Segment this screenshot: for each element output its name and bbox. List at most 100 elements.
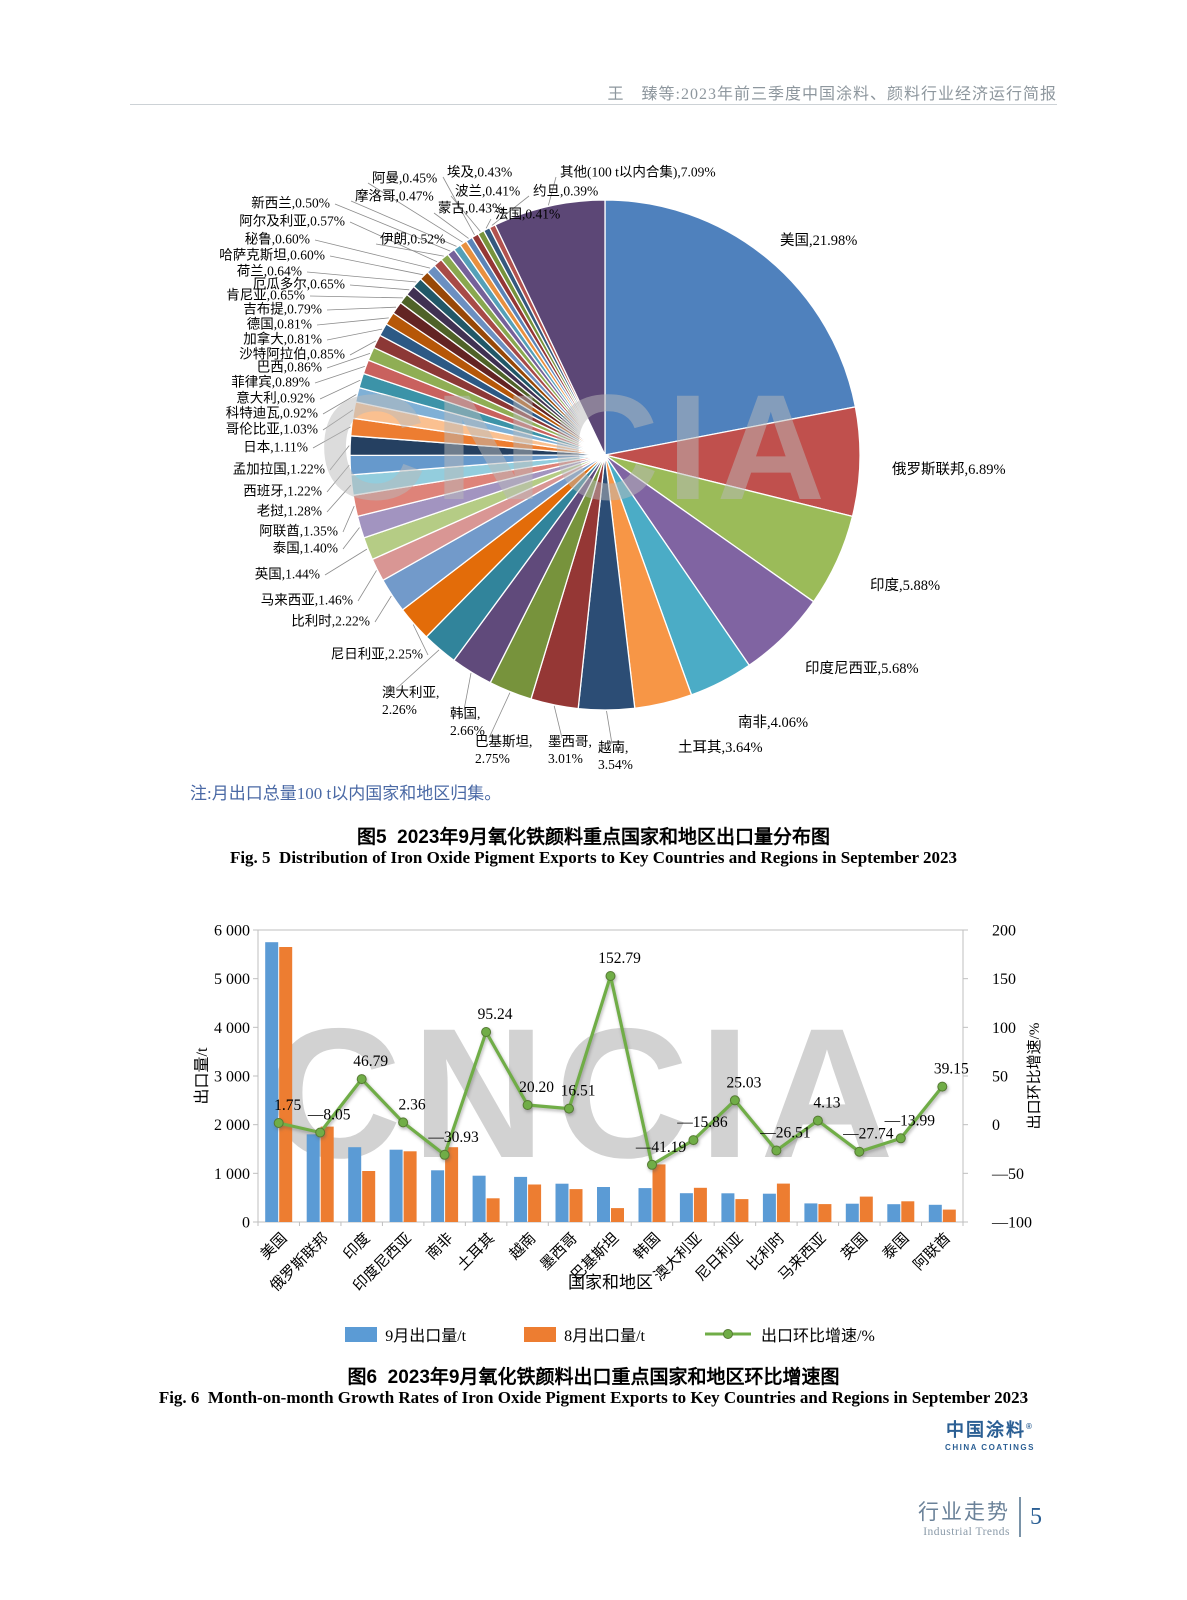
left-axis-tick-label: 0 xyxy=(242,1215,250,1232)
figure6-caption-zh: 图6 2023年9月氧化铁颜料出口重点国家和地区环比增速图 xyxy=(347,1367,840,1388)
growth-marker xyxy=(356,1074,367,1085)
category-label: 英国 xyxy=(837,1229,871,1263)
bar-august xyxy=(901,1201,915,1222)
pie-label: 阿曼,0.45% xyxy=(372,170,438,186)
pie-label: 越南, 3.54% xyxy=(598,740,633,772)
growth-marker xyxy=(647,1159,657,1170)
right-axis-tick-label: 150 xyxy=(992,971,1016,988)
category-label: 南非 xyxy=(423,1230,456,1263)
bar-september xyxy=(721,1193,735,1222)
bar-september xyxy=(928,1204,942,1222)
bar-september xyxy=(845,1203,859,1222)
pie-leader-line xyxy=(433,212,469,239)
category-label: 美国 xyxy=(257,1230,290,1263)
category-label: 越南 xyxy=(506,1230,539,1263)
growth-value-label: 152.79 xyxy=(598,950,641,967)
pie-label: 南非,4.06% xyxy=(738,714,809,731)
growth-value-label: 1.75 xyxy=(274,1097,301,1114)
legend-label-september: 9月出口量/t xyxy=(385,1328,467,1345)
bar-september xyxy=(265,942,279,1222)
bar-august xyxy=(859,1196,873,1222)
legend-label-august: 8月出口量/t xyxy=(564,1328,646,1345)
pie-label: 其他(100 t以内合集),7.09% xyxy=(560,164,716,180)
section-title-en: Industrial Trends xyxy=(923,1526,1010,1538)
growth-marker xyxy=(315,1127,326,1138)
pie-leader-line xyxy=(334,203,451,252)
pie-label: 吉布提,0.79% xyxy=(243,301,322,317)
left-axis-tick-label: 3 000 xyxy=(214,1069,250,1086)
category-label: 泰国 xyxy=(879,1230,912,1263)
growth-value-label: 25.03 xyxy=(726,1074,761,1091)
pie-leader-line xyxy=(324,548,368,576)
pie-label: 科特迪瓦,0.92% xyxy=(225,405,318,421)
bar-august xyxy=(486,1198,500,1222)
pie-leader-line xyxy=(548,176,557,206)
pie-label: 澳大利亚, 2.26% xyxy=(382,685,440,717)
pie-label: 巴基斯坦, 2.75% xyxy=(475,734,533,766)
figure5-caption-en: Fig. 5 Distribution of Iron Oxide Pigmen… xyxy=(229,848,958,867)
pie-chart-figure5: CNCIA 美国,21.98% 俄罗斯联邦,6.89% 印度,5.88% 印度尼西亚,… xyxy=(150,140,1050,795)
bar-september xyxy=(431,1170,445,1222)
bars-august xyxy=(279,947,956,1222)
pie-leader-line xyxy=(463,673,472,711)
left-axis-tick-label: 2 000 xyxy=(214,1117,250,1134)
pie-leader-line xyxy=(357,570,377,602)
pie-label: 泰国,1.40% xyxy=(272,540,338,556)
bar-september xyxy=(762,1193,776,1222)
pie-label: 哥伦比亚,1.03% xyxy=(225,421,318,437)
bar-september xyxy=(804,1203,818,1222)
bar-august xyxy=(279,947,293,1222)
header-divider xyxy=(130,104,1057,105)
figure5-caption-zh: 图5 2023年9月氧化铁颜料重点国家和地区出口量分布图 xyxy=(357,827,830,848)
growth-value-label: —8.05 xyxy=(307,1107,351,1124)
publisher-logo-en: CHINA COATINGS xyxy=(945,1443,1035,1452)
growth-marker xyxy=(398,1117,409,1128)
pie-slice xyxy=(604,199,857,456)
bar-august xyxy=(403,1151,417,1222)
pie-leader-line xyxy=(491,195,530,226)
bar-august xyxy=(445,1147,459,1222)
pie-leader-lines xyxy=(306,176,613,745)
publisher-logo-zh: 中国涂料® xyxy=(946,1420,1034,1440)
bar-september xyxy=(679,1193,693,1222)
page-number: 5 xyxy=(1030,1503,1042,1530)
right-axis-tick-label: —100 xyxy=(991,1215,1032,1232)
pie-leader-line xyxy=(326,306,397,311)
bar-august xyxy=(942,1209,956,1222)
pie-label: 西班牙,1.22% xyxy=(243,483,322,499)
pie-leader-line xyxy=(329,255,424,276)
pie-chart-canvas xyxy=(306,176,861,745)
pie-label: 比利时,2.22% xyxy=(291,613,370,629)
right-axis-title: 出口环比增速/% xyxy=(1026,1023,1043,1130)
growth-value-label: 46.79 xyxy=(353,1053,388,1070)
pie-leader-line xyxy=(326,484,352,513)
growth-marker xyxy=(439,1149,450,1160)
pie-leader-line xyxy=(342,505,355,533)
pie-note: 注:月出口总量100 t以内国家和地区归集。 xyxy=(190,784,502,803)
bar-august xyxy=(320,1126,334,1222)
growth-marker xyxy=(937,1081,948,1092)
growth-marker xyxy=(273,1118,284,1128)
growth-value-label: 39.15 xyxy=(934,1061,969,1078)
pie-leader-line xyxy=(329,445,350,471)
pie-label: 肯尼亚,0.65% xyxy=(226,287,305,303)
pie-leader-line xyxy=(349,221,438,263)
pie-label: 英国,1.44% xyxy=(254,566,320,582)
pie-label: 波兰,0.41% xyxy=(455,183,521,199)
pie-label: 尼日利亚,2.25% xyxy=(330,646,423,662)
legend-label-growth: 出口环比增速/% xyxy=(761,1328,875,1345)
growth-value-label: —30.93 xyxy=(427,1129,479,1146)
pie-label: 孟加拉国,1.22% xyxy=(232,461,325,477)
pie-label: 老挝,1.28% xyxy=(256,503,322,519)
pie-label: 阿尔及利亚,0.57% xyxy=(239,213,345,229)
bar-august xyxy=(611,1208,624,1222)
category-label: 印度 xyxy=(340,1230,373,1263)
bar-august xyxy=(569,1189,583,1222)
pie-leader-line xyxy=(322,409,354,431)
section-marker: 行业走势 Industrial Trends 5 xyxy=(918,1496,1042,1538)
bars-september xyxy=(265,942,942,1222)
growth-value-label: 2.36 xyxy=(399,1096,426,1113)
pie-leader-line xyxy=(374,595,392,623)
pie-leader-line xyxy=(316,317,389,326)
